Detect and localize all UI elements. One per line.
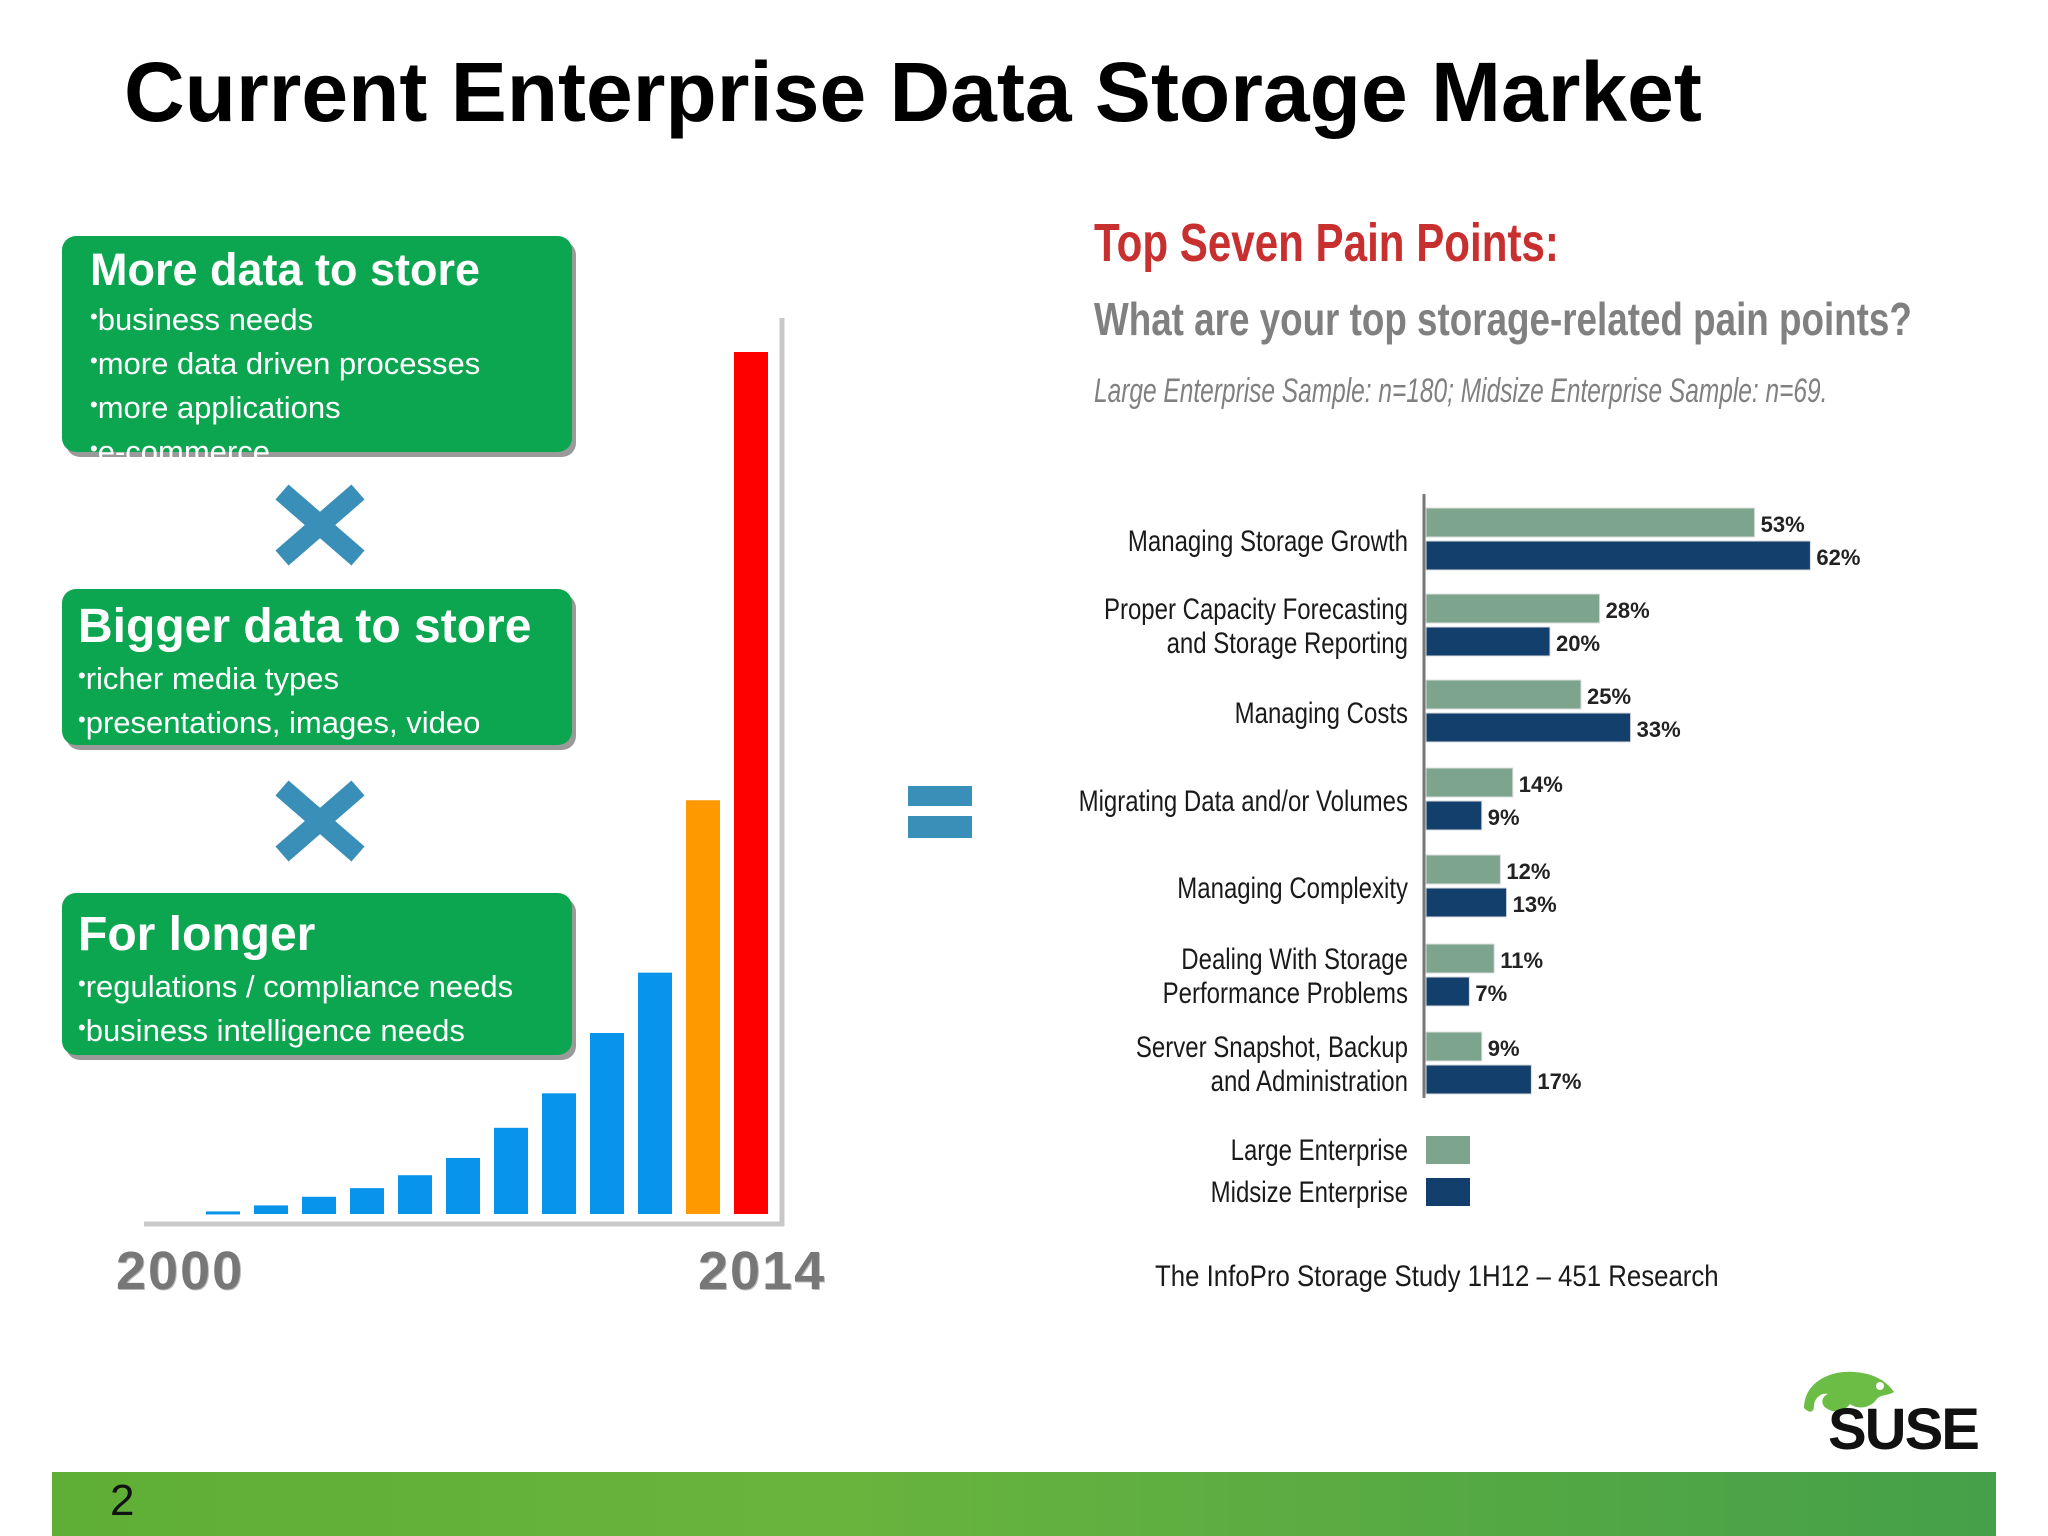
growth-bar (302, 1196, 336, 1214)
growth-bar (542, 1093, 576, 1214)
slide-title: Current Enterprise Data Storage Market (124, 45, 1702, 139)
midsize-enterprise-bar (1425, 800, 1483, 831)
driver-item: more applications (90, 384, 572, 428)
driver-item: business needs (90, 296, 572, 340)
data-label: 25% (1587, 684, 1631, 709)
data-label: 7% (1475, 981, 1507, 1006)
category-label: Proper Capacity Forecasting (1104, 591, 1408, 625)
large-enterprise-bar (1425, 679, 1582, 710)
driver-box-more-data: More data to store business needs more d… (62, 236, 572, 469)
category-label: Managing Costs (1235, 695, 1408, 729)
legend-label: Large Enterprise (1231, 1132, 1408, 1166)
large-enterprise-bar (1425, 767, 1514, 798)
chart-title: Top Seven Pain Points: (1094, 213, 1559, 273)
legend-swatch-midsize (1426, 1178, 1470, 1206)
driver-box-bigger-data: Bigger data to store richer media types … (62, 589, 572, 745)
driver-item: regulations / compliance needs (78, 963, 572, 1007)
midsize-enterprise-bar (1425, 976, 1470, 1007)
data-label: 9% (1488, 1036, 1520, 1061)
page-number: 2 (110, 1476, 135, 1525)
data-label: 9% (1488, 805, 1520, 830)
suse-logo-text: SUSE (1828, 1397, 1980, 1462)
source-note: The InfoPro Storage Study 1H12 – 451 Res… (1155, 1260, 1719, 1293)
data-label: 17% (1537, 1069, 1581, 1094)
growth-bar (590, 1032, 624, 1214)
large-enterprise-bar (1425, 943, 1495, 974)
data-label: 33% (1637, 717, 1681, 742)
data-label: 14% (1519, 772, 1563, 797)
x-end-label: 2014 (698, 1241, 827, 1301)
driver-item: richer media types (78, 655, 572, 699)
category-label: and Administration (1211, 1063, 1408, 1097)
driver-item: business intelligence needs (78, 1007, 572, 1051)
growth-bar (686, 800, 720, 1214)
chameleon-logo-icon (1804, 1371, 1894, 1412)
midsize-enterprise-bar (1425, 626, 1551, 657)
midsize-enterprise-bar (1425, 712, 1632, 743)
data-label: 20% (1556, 631, 1600, 656)
times-icon (275, 484, 365, 566)
data-label: 12% (1506, 859, 1550, 884)
category-label: Dealing With Storage (1181, 941, 1408, 975)
driver-item: presentations, images, video (78, 699, 572, 743)
chart-subtitle: What are your top storage-related pain p… (1094, 293, 1912, 345)
driver-item: more data driven processes (90, 340, 572, 384)
category-label: Performance Problems (1163, 975, 1408, 1009)
midsize-enterprise-bar (1425, 887, 1508, 918)
data-label: 13% (1513, 892, 1557, 917)
category-label: Server Snapshot, Backup (1136, 1029, 1408, 1063)
data-label: 11% (1500, 948, 1543, 973)
midsize-enterprise-bar (1425, 540, 1811, 571)
large-enterprise-bar (1425, 593, 1601, 624)
equals-icon (908, 786, 972, 838)
category-label: Managing Complexity (1177, 870, 1408, 904)
large-enterprise-bar (1425, 507, 1756, 538)
driver-box-for-longer: For longer regulations / compliance need… (62, 893, 572, 1055)
large-enterprise-bar (1425, 854, 1501, 885)
growth-bar (494, 1127, 528, 1214)
growth-bar (734, 352, 768, 1214)
legend-label: Midsize Enterprise (1211, 1174, 1408, 1208)
category-label: Migrating Data and/or Volumes (1079, 783, 1408, 817)
growth-bar (446, 1157, 480, 1214)
x-start-label: 2000 (116, 1241, 245, 1301)
growth-bar (206, 1211, 240, 1215)
data-label: 53% (1761, 512, 1805, 537)
midsize-enterprise-bar (1425, 1064, 1532, 1095)
growth-bar (398, 1175, 432, 1214)
category-label: and Storage Reporting (1167, 625, 1408, 659)
footer-bar (52, 1472, 1996, 1536)
chart-note: Large Enterprise Sample: n=180; Midsize … (1094, 372, 1828, 410)
legend-swatch-large (1426, 1136, 1470, 1164)
data-label: 62% (1816, 545, 1860, 570)
driver-item: e-commerce (90, 428, 572, 472)
driver-heading: More data to store (90, 244, 481, 295)
driver-heading: Bigger data to store (78, 600, 532, 653)
growth-bar (350, 1188, 384, 1214)
growth-bar (254, 1205, 288, 1214)
driver-heading: For longer (78, 908, 316, 961)
data-label: 28% (1606, 598, 1650, 623)
large-enterprise-bar (1425, 1031, 1483, 1062)
times-icon (275, 780, 365, 862)
category-label: Managing Storage Growth (1128, 523, 1408, 557)
growth-bar (638, 972, 672, 1214)
